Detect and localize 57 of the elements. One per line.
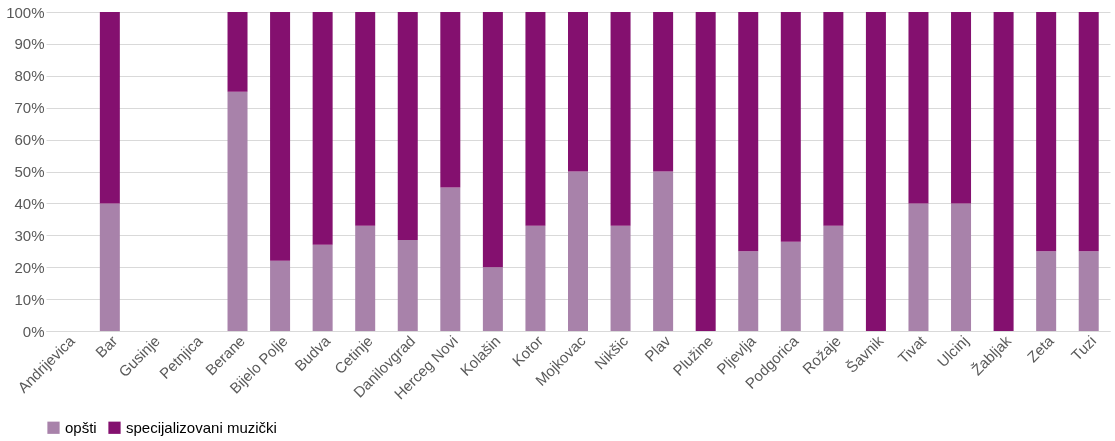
bar	[99, 203, 120, 331]
bar	[1078, 251, 1099, 331]
bar	[270, 12, 291, 261]
y-tick-label: 90%	[14, 35, 45, 53]
y-tick-label: 10%	[14, 290, 45, 308]
bar	[440, 12, 461, 188]
bar	[610, 12, 631, 226]
y-tick-label: 80%	[14, 67, 45, 85]
bar	[908, 12, 929, 204]
x-tick-label: Bar	[91, 332, 121, 361]
y-tick-label: 20%	[14, 258, 45, 276]
bar	[227, 12, 248, 92]
bar	[695, 12, 716, 331]
bar	[951, 12, 972, 204]
bar	[1036, 12, 1057, 252]
bar	[397, 12, 418, 241]
bar	[1036, 251, 1057, 331]
bar	[908, 203, 929, 331]
bar	[482, 267, 503, 331]
bar	[780, 241, 801, 331]
bar	[440, 187, 461, 331]
bar	[738, 12, 759, 252]
y-tick-label: 70%	[14, 99, 45, 117]
y-tick-label: 0%	[22, 322, 45, 340]
bar	[312, 244, 333, 331]
bar	[99, 12, 120, 204]
bar	[227, 91, 248, 331]
y-tick-label: 60%	[14, 131, 45, 149]
bar	[823, 225, 844, 331]
y-tick-label: 30%	[14, 226, 45, 244]
bar	[568, 171, 588, 331]
bar	[951, 203, 972, 331]
bar	[610, 225, 631, 331]
bar	[780, 12, 801, 242]
y-tick-label: 100%	[6, 3, 45, 21]
bar	[865, 12, 886, 331]
bar	[568, 12, 588, 172]
bar	[1078, 12, 1099, 252]
legend-label: opšti	[65, 418, 97, 436]
bar	[270, 260, 291, 331]
bar	[653, 171, 674, 331]
x-tick-label: Tuzi	[1067, 332, 1100, 364]
bar	[355, 12, 376, 226]
bar	[525, 12, 546, 226]
bar	[823, 12, 844, 226]
x-tick-label: Zeta	[1023, 331, 1058, 366]
bar	[482, 12, 503, 268]
bar	[653, 12, 674, 172]
legend-label: specijalizovani muzički	[126, 418, 277, 436]
bar	[397, 240, 418, 331]
bar	[355, 225, 376, 331]
y-tick-label: 40%	[14, 194, 45, 212]
bar	[312, 12, 333, 245]
bar	[525, 225, 546, 331]
bar	[993, 12, 1014, 331]
y-tick-label: 50%	[14, 163, 45, 180]
bar	[738, 251, 759, 331]
